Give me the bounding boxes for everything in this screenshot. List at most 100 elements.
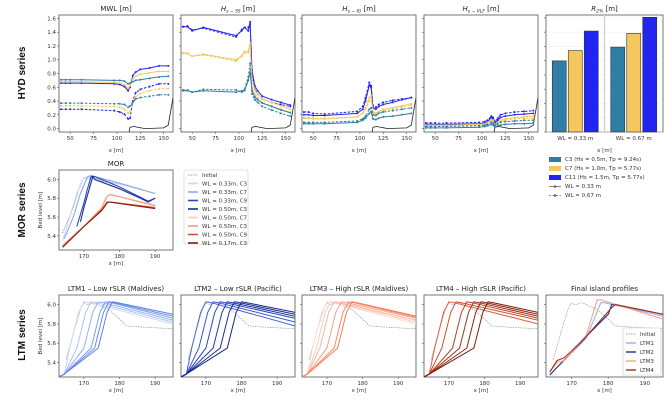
data-point <box>513 111 516 114</box>
data-point <box>134 97 137 100</box>
data-point <box>134 71 137 74</box>
data-point <box>323 121 326 124</box>
data-point <box>247 29 250 32</box>
data-point <box>400 97 403 100</box>
data-point <box>513 116 516 119</box>
data-point <box>80 78 83 81</box>
data-point <box>131 80 134 83</box>
x-axis-label: x [m] <box>474 388 489 394</box>
panel-hs_ss <box>180 14 296 133</box>
data-point <box>118 82 121 85</box>
series-line-C7-dashed <box>425 117 534 127</box>
data-point <box>113 79 116 82</box>
data-point <box>513 119 516 122</box>
data-point <box>490 123 493 126</box>
panel-title: Hs − IG [m] <box>342 5 376 15</box>
data-point <box>113 105 116 108</box>
data-point <box>478 126 481 129</box>
data-point <box>118 111 121 114</box>
data-point <box>532 112 535 115</box>
data-point <box>361 119 364 122</box>
data-point <box>490 119 493 122</box>
data-point <box>532 119 535 122</box>
data-point <box>483 125 486 128</box>
data-point <box>249 22 252 25</box>
data-point <box>256 101 259 104</box>
title-main: H <box>221 5 227 13</box>
data-point <box>374 114 377 117</box>
data-point <box>382 115 385 118</box>
row-label: MOR series <box>17 182 28 237</box>
data-point <box>382 101 385 104</box>
bar-C11 <box>583 30 599 133</box>
data-point <box>243 26 246 29</box>
data-point <box>312 121 315 124</box>
data-point <box>80 82 83 85</box>
data-point <box>361 105 364 108</box>
y-tick-label: 1.2 <box>47 44 56 50</box>
series-line-C3 <box>182 71 291 114</box>
data-point <box>364 100 367 103</box>
data-point <box>181 51 184 54</box>
title-sub: s − SS <box>226 9 241 15</box>
data-point <box>504 117 507 120</box>
data-point <box>202 27 205 30</box>
y-tick-label: 5.8 <box>47 196 56 202</box>
data-point <box>148 66 151 69</box>
mor-legend-box <box>183 169 249 245</box>
data-point <box>202 89 205 92</box>
data-point <box>323 117 326 120</box>
data-point <box>64 108 67 111</box>
data-point <box>312 112 315 115</box>
data-point <box>492 124 495 127</box>
legend-label: LTM4 <box>640 368 654 374</box>
data-point <box>139 68 142 71</box>
data-point <box>270 98 273 101</box>
x-tick-label: 180 <box>479 381 490 387</box>
data-point <box>391 109 394 112</box>
panel-title: Hs − SS [m] <box>221 5 256 15</box>
data-point <box>496 122 499 125</box>
data-point <box>410 104 413 107</box>
data-point <box>483 124 486 127</box>
data-point <box>356 115 359 118</box>
profile-line <box>59 301 173 377</box>
data-point <box>118 106 121 109</box>
data-point <box>129 82 132 85</box>
data-point <box>279 108 282 111</box>
data-point <box>486 122 489 125</box>
data-point <box>302 116 305 119</box>
data-point <box>235 36 238 39</box>
data-point <box>186 89 189 92</box>
legend-label: WL = 0.50m, C7 <box>202 216 248 222</box>
data-point <box>235 89 238 92</box>
mor-line <box>62 201 156 248</box>
x-tick-label: 170 <box>201 381 212 387</box>
data-point <box>504 112 507 115</box>
data-point <box>253 89 256 92</box>
data-point <box>167 82 170 85</box>
data-point <box>253 95 256 98</box>
data-point <box>157 64 160 67</box>
y-tick-label: 5.8 <box>47 322 56 328</box>
data-point <box>532 115 535 118</box>
data-point <box>323 114 326 117</box>
x-tick-label: 170 <box>79 254 90 260</box>
data-point <box>312 117 315 120</box>
data-point <box>374 112 377 115</box>
data-point <box>249 42 252 45</box>
data-point <box>148 89 151 92</box>
series-line-C11 <box>425 112 534 125</box>
x-tick-label: 75 <box>455 136 462 142</box>
data-point <box>370 94 373 97</box>
x-tick-label: 180 <box>357 381 368 387</box>
data-point <box>522 119 525 122</box>
legend-label: WL = 0.50m, C3 <box>202 224 248 230</box>
data-point <box>256 98 259 101</box>
data-point <box>186 25 189 28</box>
data-point <box>256 96 259 99</box>
data-point <box>127 87 130 90</box>
panel-title: LTM3 – High rSLR (Maldives) <box>310 285 409 293</box>
data-point <box>445 122 448 125</box>
data-point <box>270 108 273 111</box>
